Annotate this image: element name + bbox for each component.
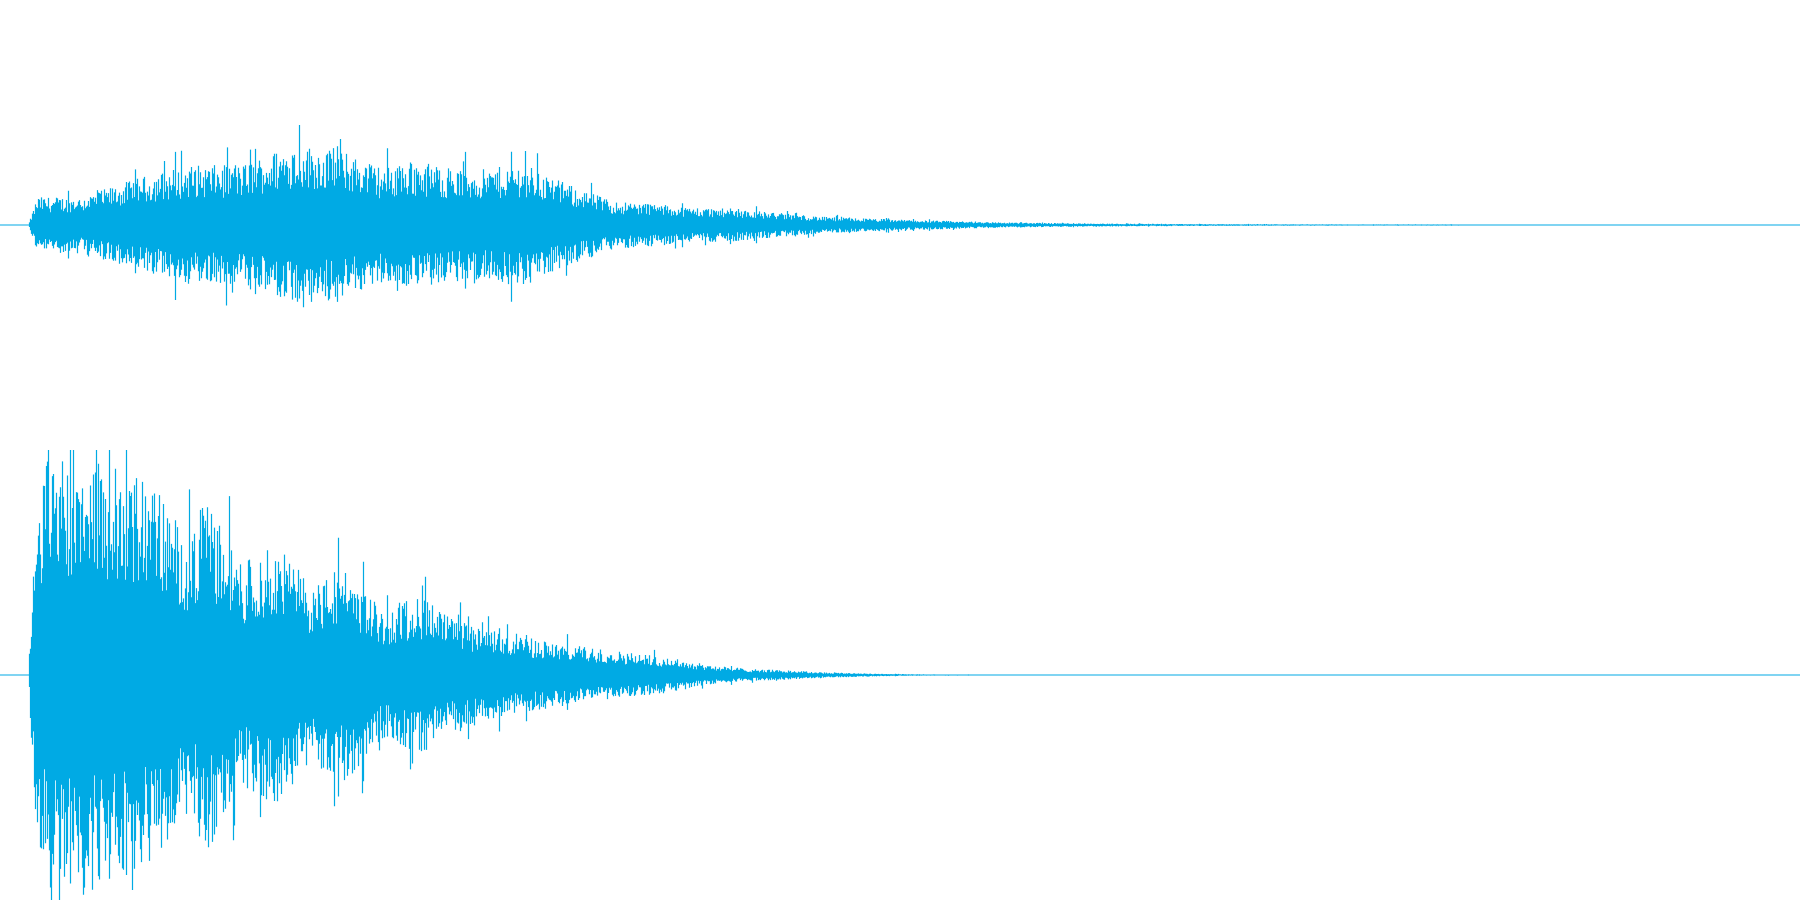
waveform-channel-2 [0,450,1800,900]
waveform-channel-1 [0,125,1800,308]
waveform-trace-channel-1 [28,125,1642,308]
waveform-trace-channel-2 [28,450,1126,900]
